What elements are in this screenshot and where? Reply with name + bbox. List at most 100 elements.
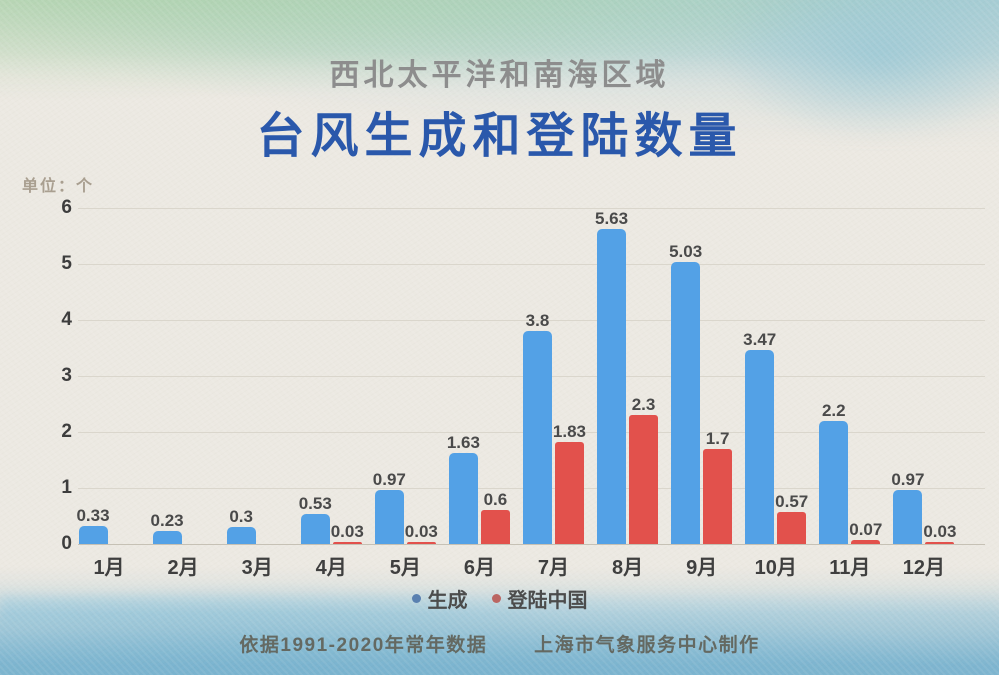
landfall-bar: [925, 542, 955, 544]
bar-value-label: 0.97: [372, 469, 406, 489]
generated-bar-column: 5.03: [669, 242, 703, 544]
bar-value-label: 0.97: [891, 469, 925, 489]
bars-row: 0.33 0.23 0.3 0.53 0.03 0.97 0.03 1.63 0.6 3.8 1.8…: [76, 208, 957, 544]
generated-bar: [300, 514, 330, 544]
bar-value-label: 3.8: [525, 311, 550, 331]
legend-item-landfall: 登陆中国: [491, 584, 588, 613]
bar-value-label: 1.7: [705, 428, 730, 448]
bar-value-label: 5.03: [669, 242, 703, 262]
generated-bar: [522, 331, 552, 544]
landfall-bar-column: 0.03: [923, 522, 957, 544]
generated-bar-column: 0.53: [298, 494, 332, 544]
month-label: 1月: [93, 557, 125, 579]
month-group: 0.53 0.03: [298, 208, 364, 544]
month-label: 8月: [611, 557, 644, 579]
landfall-bar-column: 1.7: [703, 430, 733, 544]
y-tick-label: 2: [61, 421, 72, 442]
generated-dot-icon: [411, 594, 421, 603]
month-group: 2.2 0.07: [819, 208, 883, 544]
x-axis-labels: 1月 2月 3月 4月 5月 6月 7月 8月 9月 10月 11月 12月: [78, 551, 955, 580]
generated-bar: [448, 452, 478, 544]
x-axis-baseline: [78, 544, 985, 545]
month-group: 5.63 2.3: [595, 208, 659, 544]
month-group: 0.97 0.03: [891, 208, 957, 544]
bar-value-label: 0.33: [76, 505, 110, 525]
bar-value-label: 0.57: [775, 492, 809, 512]
bar-value-label: 0.03: [923, 522, 957, 541]
month-group: 3.47 0.57: [743, 208, 809, 544]
generated-bar-column: 3.47: [743, 329, 777, 544]
bar-value-label: 0.23: [150, 511, 184, 531]
bar-value-label: 1.83: [552, 421, 587, 441]
bar-value-label: 5.63: [595, 208, 629, 228]
generated-bar-column: 0.97: [372, 469, 406, 544]
bar-value-label: 0.53: [298, 494, 332, 514]
month-group: 0.23: [150, 208, 214, 544]
month-label: 7月: [537, 557, 570, 579]
month-label: 12月: [902, 557, 945, 579]
bar-value-label: 2.2: [821, 400, 846, 420]
generated-bar: [374, 489, 404, 544]
month-label: 4月: [315, 557, 347, 579]
landfall-bar-column: 0.07: [849, 520, 883, 544]
y-tick-label: 3: [61, 365, 72, 386]
legend-item-generated: 生成: [411, 584, 468, 613]
y-tick-label: 6: [61, 197, 72, 218]
month-group: 3.8 1.83: [522, 208, 587, 544]
data-source-note: 依据1991-2020年常年数据: [239, 635, 488, 656]
generated-bar: [893, 489, 923, 544]
generated-bar-column: 3.8: [522, 312, 552, 544]
footer-credits: 依据1991-2020年常年数据 上海市气象服务中心制作: [0, 630, 999, 657]
gridline: [78, 208, 985, 209]
landfall-bar-column: 0.03: [330, 522, 364, 544]
month-label: 9月: [686, 557, 718, 579]
landfall-bar: [554, 441, 584, 544]
generated-bar: [597, 228, 627, 544]
generated-bar-column: 0.33: [76, 505, 110, 544]
y-tick-label: 5: [61, 253, 72, 274]
generated-bar: [226, 527, 256, 544]
landfall-bar: [703, 448, 733, 544]
month-group: 1.63 0.6: [447, 208, 510, 544]
month-group: 0.33: [76, 208, 140, 544]
landfall-bar-column: 1.83: [552, 421, 587, 544]
bar-value-label: 2.3: [631, 395, 656, 415]
landfall-bar: [777, 512, 807, 544]
generated-bar-column: 5.63: [595, 208, 629, 544]
generated-bar: [78, 525, 108, 544]
bar-value-label: 0.03: [330, 522, 364, 541]
generated-bar: [152, 531, 182, 544]
month-label: 11月: [829, 557, 871, 579]
generated-bar-column: 2.2: [819, 402, 849, 544]
y-tick-label: 0: [61, 533, 72, 554]
landfall-bar: [851, 540, 881, 544]
legend-label-generated: 生成: [427, 590, 468, 612]
producer-note: 上海市气象服务中心制作: [534, 635, 760, 656]
generated-bar: [671, 262, 701, 544]
landfall-bar-column: 0.57: [775, 492, 809, 544]
gridline: [78, 320, 985, 321]
landfall-bar-column: 0.6: [480, 491, 510, 544]
landfall-bar-column: 0.03: [404, 522, 438, 544]
bar-value-label: 0.6: [483, 490, 508, 510]
landfall-bar: [629, 415, 659, 544]
bar-value-label: 0.03: [404, 522, 438, 541]
landfall-bar-column: 2.3: [629, 396, 659, 544]
generated-bar: [745, 349, 775, 544]
generated-bar-column: 0.97: [891, 469, 925, 544]
month-label: 10月: [754, 557, 797, 579]
generated-bar-column: 1.63: [447, 434, 480, 544]
y-tick-label: 1: [61, 477, 72, 498]
bar-value-label: 0.07: [849, 520, 883, 540]
month-group: 0.97 0.03: [372, 208, 438, 544]
month-group: 0.3: [226, 208, 288, 544]
month-label: 3月: [241, 557, 273, 579]
y-tick-label: 4: [61, 309, 72, 330]
bar-value-label: 0.3: [229, 507, 253, 527]
landfall-dot-icon: [491, 594, 501, 603]
bar-value-label: 3.47: [743, 329, 777, 349]
landfall-bar: [332, 542, 362, 544]
landfall-bar: [480, 510, 510, 544]
month-label: 6月: [463, 557, 495, 579]
unit-label: 单位：个: [22, 178, 95, 195]
